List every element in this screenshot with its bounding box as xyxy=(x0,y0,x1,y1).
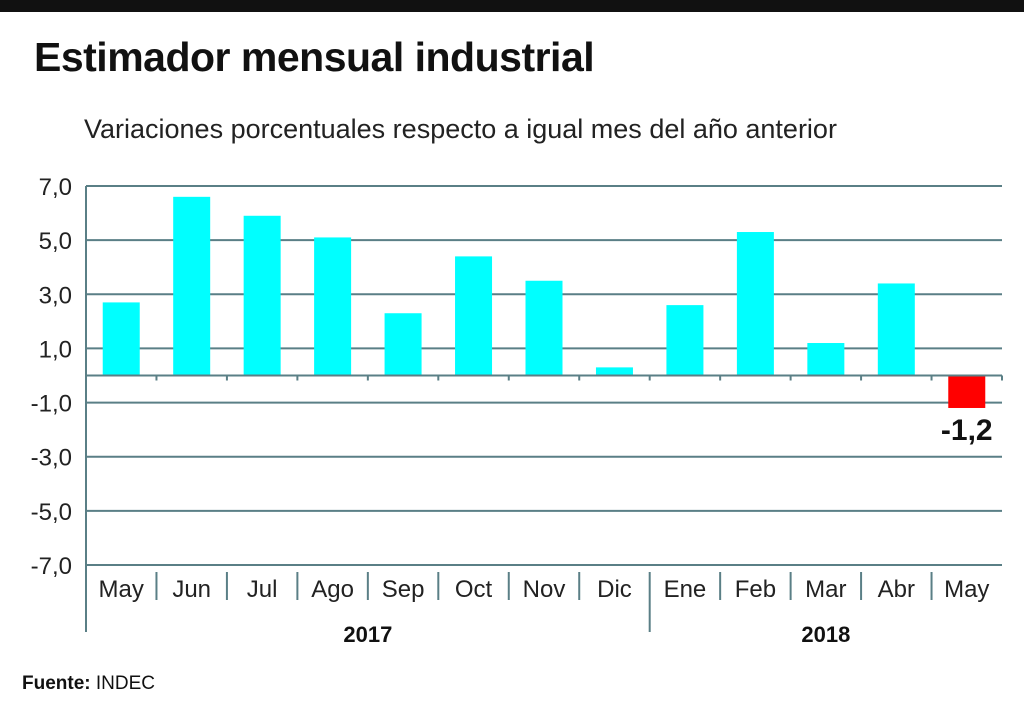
category-label: May xyxy=(944,576,989,603)
top-rule xyxy=(0,0,1024,12)
y-tick-label: 1,0 xyxy=(39,336,72,363)
y-tick-label: -5,0 xyxy=(31,499,72,526)
bar xyxy=(595,367,633,376)
category-label: Mar xyxy=(805,576,846,603)
y-tick-label: -1,0 xyxy=(31,391,72,418)
bar xyxy=(666,305,704,376)
y-tick-label: -7,0 xyxy=(31,553,72,580)
bar xyxy=(384,313,422,376)
category-label: Jun xyxy=(172,576,211,603)
bar xyxy=(455,256,493,376)
bar xyxy=(807,343,845,376)
category-label: Ene xyxy=(664,576,707,603)
source-label: Fuente: xyxy=(22,673,91,694)
bar xyxy=(525,280,563,376)
bar xyxy=(102,302,140,376)
y-tick-label: 3,0 xyxy=(39,282,72,309)
bar xyxy=(173,196,211,376)
data-label: -1,2 xyxy=(941,414,993,447)
category-label: Dic xyxy=(597,576,632,603)
y-tick-label: 5,0 xyxy=(39,228,72,255)
chart-subtitle: Variaciones porcentuales respecto a igua… xyxy=(84,114,837,144)
source-note: Fuente: INDEC xyxy=(22,673,155,695)
category-label: Feb xyxy=(735,576,776,603)
bar xyxy=(948,375,986,408)
group-label: 2018 xyxy=(801,622,850,647)
category-label: Sep xyxy=(382,576,425,603)
bar xyxy=(314,237,352,376)
category-label: Oct xyxy=(455,576,493,603)
bar xyxy=(877,283,915,376)
chart-title: Estimador mensual industrial xyxy=(34,34,595,80)
category-label: Abr xyxy=(878,576,915,603)
y-tick-label: -3,0 xyxy=(31,445,72,472)
bar xyxy=(736,232,774,376)
category-label: Jul xyxy=(247,576,278,603)
bar xyxy=(243,215,281,376)
category-label: May xyxy=(99,576,144,603)
source-value: INDEC xyxy=(95,673,156,694)
category-label: Ago xyxy=(311,576,354,603)
category-label: Nov xyxy=(523,576,566,603)
y-tick-label: 7,0 xyxy=(39,174,72,201)
group-label: 2017 xyxy=(343,622,392,647)
